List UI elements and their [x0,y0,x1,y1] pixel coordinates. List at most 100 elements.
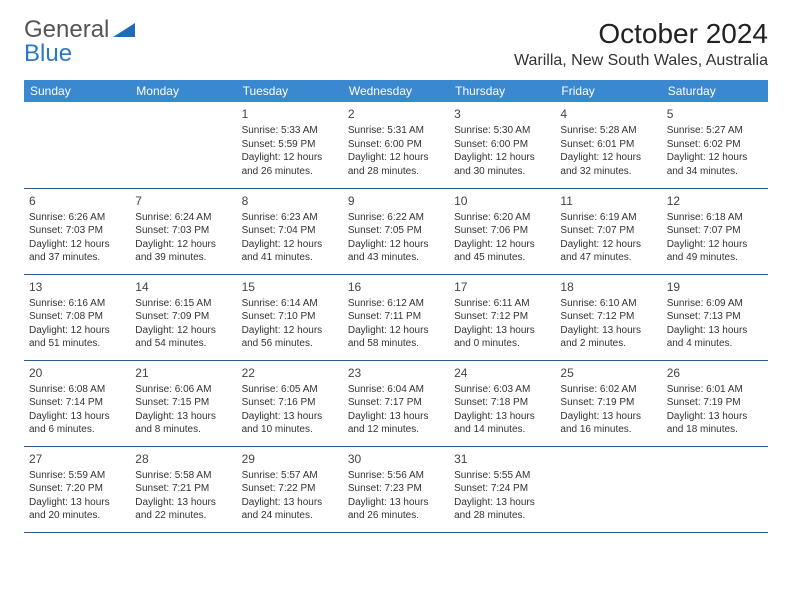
day-number: 7 [135,193,231,209]
calendar-cell: 27Sunrise: 5:59 AMSunset: 7:20 PMDayligh… [24,446,130,532]
cell-daylight1: Daylight: 13 hours [348,496,444,510]
cell-sunset: Sunset: 6:01 PM [560,138,656,152]
cell-sunrise: Sunrise: 6:10 AM [560,297,656,311]
cell-sunset: Sunset: 7:10 PM [242,310,338,324]
cell-daylight2: and 24 minutes. [242,509,338,523]
cell-sunrise: Sunrise: 6:26 AM [29,211,125,225]
cell-daylight2: and 58 minutes. [348,337,444,351]
cell-daylight1: Daylight: 13 hours [242,496,338,510]
cell-daylight1: Daylight: 12 hours [135,324,231,338]
cell-sunset: Sunset: 5:59 PM [242,138,338,152]
cell-daylight2: and 12 minutes. [348,423,444,437]
cell-daylight2: and 51 minutes. [29,337,125,351]
logo-triangle-icon [113,23,135,37]
calendar-cell: 2Sunrise: 5:31 AMSunset: 6:00 PMDaylight… [343,102,449,188]
cell-sunrise: Sunrise: 5:58 AM [135,469,231,483]
calendar-row: 1 Sunrise: 5:33 AMSunset: 5:59 PM Daylight… [24,102,768,188]
calendar-cell: 20Sunrise: 6:08 AMSunset: 7:14 PMDayligh… [24,360,130,446]
cell-sunrise: Sunrise: 5:28 AM [560,124,656,138]
cell-daylight1: Daylight: 12 hours [348,238,444,252]
cell-daylight1: Daylight: 12 hours [348,324,444,338]
cell-sunrise: Sunrise: 6:06 AM [135,383,231,397]
day-header: Tuesday [237,80,343,102]
day-number: 27 [29,451,125,467]
cell-daylight2: and 8 minutes. [135,423,231,437]
day-number: 31 [454,451,550,467]
cell-sunrise: Sunrise: 6:18 AM [667,211,763,225]
cell-sunrise: Sunrise: 5:31 AM [348,124,444,138]
day-number: 19 [667,279,763,295]
calendar-cell: 15 Sunrise: 6:14 AMSunset: 7:10 PMDayligh… [237,274,343,360]
cell-sunrise: Sunrise: 6:11 AM [454,297,550,311]
cell-daylight1: Daylight: 13 hours [348,410,444,424]
cell-sunset: Sunset: 7:17 PM [348,396,444,410]
day-number: 24 [454,365,550,381]
calendar-cell: 12Sunrise: 6:18 AMSunset: 7:07 PMDayligh… [662,188,768,274]
cell-daylight1: Daylight: 13 hours [560,324,656,338]
cell-daylight1: Daylight: 12 hours [242,324,338,338]
day-number: 30 [348,451,444,467]
cell-sunrise: Sunrise: 5:33 AM [242,124,338,138]
logo-blue: Blue [24,40,72,67]
cell-sunset: Sunset: 7:03 PM [135,224,231,238]
cell-sunrise: Sunrise: 6:14 AM [242,297,338,311]
calendar-cell [662,446,768,532]
cell-sunset: Sunset: 7:03 PM [29,224,125,238]
cell-sunset: Sunset: 7:23 PM [348,482,444,496]
cell-sunset: Sunset: 7:09 PM [135,310,231,324]
cell-sunset: Sunset: 7:05 PM [348,224,444,238]
cell-sunrise: Sunrise: 5:59 AM [29,469,125,483]
cell-sunrise: Sunrise: 5:56 AM [348,469,444,483]
calendar-cell: 10Sunrise: 6:20 AMSunset: 7:06 PMDayligh… [449,188,555,274]
cell-daylight2: and 37 minutes. [29,251,125,265]
day-number: 15 [242,279,338,295]
header: General Blue October 2024 Warilla, New S… [24,18,768,70]
cell-daylight1: Daylight: 13 hours [454,324,550,338]
calendar-cell [24,102,130,188]
day-number: 4 [560,106,656,122]
day-number: 25 [560,365,656,381]
day-header: Monday [130,80,236,102]
calendar-table: Sunday Monday Tuesday Wednesday Thursday… [24,80,768,533]
cell-daylight1: Daylight: 12 hours [242,238,338,252]
cell-daylight1: Daylight: 12 hours [454,151,550,165]
day-number: 8 [242,193,338,209]
cell-daylight2: and 18 minutes. [667,423,763,437]
cell-sunrise: Sunrise: 6:23 AM [242,211,338,225]
day-number: 5 [667,106,763,122]
day-number: 1 [242,106,338,122]
day-number: 12 [667,193,763,209]
day-number: 18 [560,279,656,295]
title-block: October 2024 Warilla, New South Wales, A… [514,18,768,70]
cell-sunrise: Sunrise: 6:20 AM [454,211,550,225]
cell-daylight1: Daylight: 13 hours [454,496,550,510]
calendar-cell: 9Sunrise: 6:22 AMSunset: 7:05 PMDaylight… [343,188,449,274]
cell-sunset: Sunset: 7:15 PM [135,396,231,410]
days-header-row: Sunday Monday Tuesday Wednesday Thursday… [24,80,768,102]
cell-daylight1: Daylight: 12 hours [348,151,444,165]
calendar-cell: 28Sunrise: 5:58 AMSunset: 7:21 PMDayligh… [130,446,236,532]
cell-daylight1: Daylight: 13 hours [242,410,338,424]
day-number: 11 [560,193,656,209]
day-number: 6 [29,193,125,209]
calendar-cell: 26Sunrise: 6:01 AMSunset: 7:19 PMDayligh… [662,360,768,446]
day-number: 2 [348,106,444,122]
cell-sunrise: Sunrise: 6:19 AM [560,211,656,225]
logo-general: General [24,16,109,43]
cell-sunrise: Sunrise: 6:04 AM [348,383,444,397]
cell-sunrise: Sunrise: 5:55 AM [454,469,550,483]
cell-daylight2: and 39 minutes. [135,251,231,265]
cell-sunrise: Sunrise: 6:03 AM [454,383,550,397]
calendar-cell: 30 Sunrise: 5:56 AMSunset: 7:23 PMDayligh… [343,446,449,532]
calendar-cell: 11Sunrise: 6:19 AMSunset: 7:07 PMDayligh… [555,188,661,274]
cell-sunset: Sunset: 7:22 PM [242,482,338,496]
day-number: 16 [348,279,444,295]
calendar-cell: 23Sunrise: 6:04 AMSunset: 7:17 PMDayligh… [343,360,449,446]
cell-daylight1: Daylight: 12 hours [135,238,231,252]
cell-daylight2: and 30 minutes. [454,165,550,179]
day-header: Wednesday [343,80,449,102]
cell-sunset: Sunset: 7:24 PM [454,482,550,496]
cell-daylight1: Daylight: 12 hours [29,238,125,252]
cell-daylight1: Daylight: 12 hours [560,151,656,165]
cell-daylight1: Daylight: 13 hours [454,410,550,424]
